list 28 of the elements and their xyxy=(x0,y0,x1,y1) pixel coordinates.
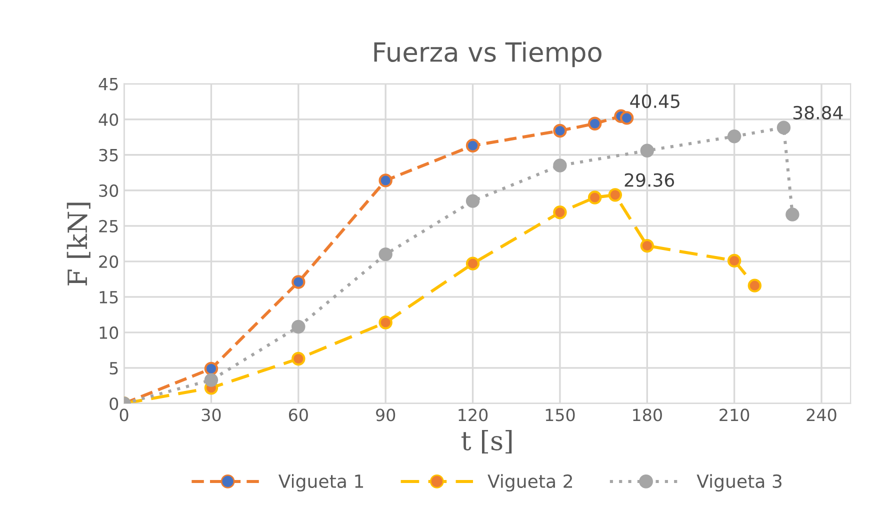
y-tick-label: 0 xyxy=(110,397,118,410)
y-tick-label: 15 xyxy=(100,291,118,304)
legend-label: Vigueta 3 xyxy=(696,474,782,492)
x-tick-label: 180 xyxy=(633,408,662,422)
legend-label: Vigueta 2 xyxy=(488,474,572,492)
x-tick-label: 210 xyxy=(720,408,750,422)
x-tick-label: 120 xyxy=(458,408,488,422)
y-tick-label: 35 xyxy=(99,148,118,162)
y-axis-title: F [kN] xyxy=(66,202,90,286)
y-tick-label: 25 xyxy=(99,220,118,232)
annotation: 38.84 xyxy=(793,106,843,120)
x-tick-label: 30 xyxy=(202,408,221,422)
x-tick-label: 60 xyxy=(288,408,308,422)
y-tick-label: 10 xyxy=(100,326,118,340)
x-tick-label: 150 xyxy=(546,408,575,422)
x-tick-label: 240 xyxy=(806,408,836,422)
legend-label: Vigueta 1 xyxy=(278,474,364,492)
y-tick-label: 40 xyxy=(98,113,118,126)
x-tick-label: 0 xyxy=(120,408,128,422)
x-tick-label: 90 xyxy=(376,408,396,422)
y-tick-label: 30 xyxy=(99,184,118,197)
y-tick-label: 5 xyxy=(110,362,118,375)
chart-title: Fuerza vs Tiempo xyxy=(374,42,602,68)
annotation: 40.45 xyxy=(630,94,680,108)
x-axis-title: t [s] xyxy=(461,430,512,454)
y-tick-label: 20 xyxy=(99,255,118,268)
annotation: 29.36 xyxy=(624,173,674,187)
y-tick-label: 45 xyxy=(98,78,118,90)
